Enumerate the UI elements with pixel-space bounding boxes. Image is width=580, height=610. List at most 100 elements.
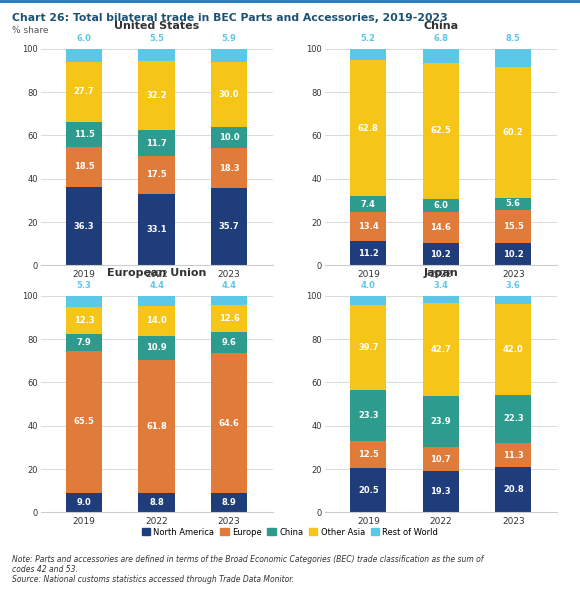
- Bar: [139, 306, 175, 336]
- Bar: [66, 493, 102, 512]
- Bar: [66, 62, 102, 122]
- Bar: [350, 296, 386, 304]
- Text: 15.5: 15.5: [503, 222, 524, 231]
- Bar: [66, 122, 102, 146]
- Text: 4.4: 4.4: [222, 281, 237, 290]
- Text: 27.7: 27.7: [74, 87, 95, 96]
- Bar: [211, 49, 247, 62]
- Legend: North America, Europe, China, Other Asia, Rest of World: North America, Europe, China, Other Asia…: [139, 524, 441, 540]
- Text: 18.3: 18.3: [219, 163, 240, 173]
- Text: % share: % share: [12, 26, 48, 35]
- Bar: [211, 62, 247, 127]
- Bar: [423, 447, 459, 470]
- Bar: [139, 296, 175, 306]
- Text: 12.5: 12.5: [358, 450, 379, 459]
- Text: 5.2: 5.2: [361, 34, 376, 43]
- Text: 5.5: 5.5: [149, 34, 164, 43]
- Text: 11.7: 11.7: [146, 138, 167, 148]
- Bar: [350, 390, 386, 441]
- Bar: [139, 61, 175, 131]
- Text: 35.7: 35.7: [219, 222, 240, 231]
- Bar: [211, 305, 247, 332]
- Text: 6.8: 6.8: [433, 34, 448, 43]
- Bar: [423, 63, 459, 199]
- Bar: [350, 212, 386, 241]
- Bar: [66, 307, 102, 334]
- Title: European Union: European Union: [107, 268, 206, 278]
- Text: 8.8: 8.8: [149, 498, 164, 508]
- Bar: [211, 188, 247, 265]
- Text: 10.2: 10.2: [430, 250, 451, 259]
- Text: 10.7: 10.7: [430, 454, 451, 464]
- Text: 64.6: 64.6: [219, 418, 240, 428]
- Text: 9.0: 9.0: [77, 498, 92, 507]
- Text: 11.5: 11.5: [74, 130, 95, 138]
- Text: 30.0: 30.0: [219, 90, 240, 99]
- Bar: [495, 243, 531, 265]
- Text: 42.7: 42.7: [430, 345, 451, 354]
- Bar: [423, 49, 459, 63]
- Bar: [495, 443, 531, 467]
- Bar: [66, 49, 102, 62]
- Text: 10.0: 10.0: [219, 133, 240, 142]
- Bar: [350, 60, 386, 196]
- Text: 14.0: 14.0: [146, 316, 167, 325]
- Text: 22.3: 22.3: [503, 414, 524, 423]
- Text: 20.8: 20.8: [503, 486, 524, 494]
- Bar: [495, 210, 531, 243]
- Text: 5.3: 5.3: [77, 281, 92, 290]
- Bar: [66, 334, 102, 351]
- Title: Japan: Japan: [423, 268, 458, 278]
- Text: 36.3: 36.3: [74, 221, 95, 231]
- Text: 61.8: 61.8: [146, 422, 167, 431]
- Text: 3.6: 3.6: [506, 281, 521, 290]
- Bar: [423, 199, 459, 212]
- Text: 8.5: 8.5: [506, 34, 521, 43]
- Bar: [211, 493, 247, 512]
- Text: 23.3: 23.3: [358, 411, 379, 420]
- Text: 18.5: 18.5: [74, 162, 95, 171]
- Bar: [423, 243, 459, 265]
- Bar: [423, 212, 459, 243]
- Text: 62.8: 62.8: [358, 124, 379, 132]
- Bar: [139, 156, 175, 193]
- Bar: [211, 353, 247, 493]
- Bar: [495, 67, 531, 198]
- Bar: [211, 296, 247, 305]
- Text: 4.4: 4.4: [149, 281, 164, 290]
- Text: 23.9: 23.9: [430, 417, 451, 426]
- Bar: [495, 49, 531, 67]
- Bar: [495, 395, 531, 443]
- Text: 10.9: 10.9: [146, 343, 167, 352]
- Title: United States: United States: [114, 21, 199, 31]
- Bar: [139, 131, 175, 156]
- Bar: [66, 187, 102, 265]
- Text: 10.2: 10.2: [503, 250, 524, 259]
- Bar: [350, 468, 386, 512]
- Text: 11.3: 11.3: [503, 451, 524, 459]
- Bar: [350, 49, 386, 60]
- Bar: [350, 441, 386, 468]
- Text: 32.2: 32.2: [146, 91, 167, 100]
- Text: 6.0: 6.0: [433, 201, 448, 210]
- Text: 12.6: 12.6: [219, 314, 240, 323]
- Bar: [423, 470, 459, 512]
- Text: 39.7: 39.7: [358, 343, 379, 352]
- Text: 20.5: 20.5: [358, 486, 379, 495]
- Text: 65.5: 65.5: [74, 417, 95, 426]
- Bar: [495, 198, 531, 210]
- Text: 5.9: 5.9: [222, 34, 237, 43]
- Bar: [495, 304, 531, 395]
- Bar: [139, 49, 175, 61]
- Text: 62.5: 62.5: [430, 126, 451, 135]
- Title: China: China: [423, 21, 458, 31]
- Bar: [139, 493, 175, 512]
- Bar: [423, 396, 459, 448]
- Bar: [211, 148, 247, 188]
- Bar: [139, 359, 175, 493]
- Text: 17.5: 17.5: [146, 170, 167, 179]
- Text: 60.2: 60.2: [503, 128, 524, 137]
- Bar: [66, 146, 102, 187]
- Text: Chart 26: Total bilateral trade in BEC Parts and Accessories, 2019-2023: Chart 26: Total bilateral trade in BEC P…: [12, 13, 447, 23]
- Text: 8.9: 8.9: [222, 498, 237, 508]
